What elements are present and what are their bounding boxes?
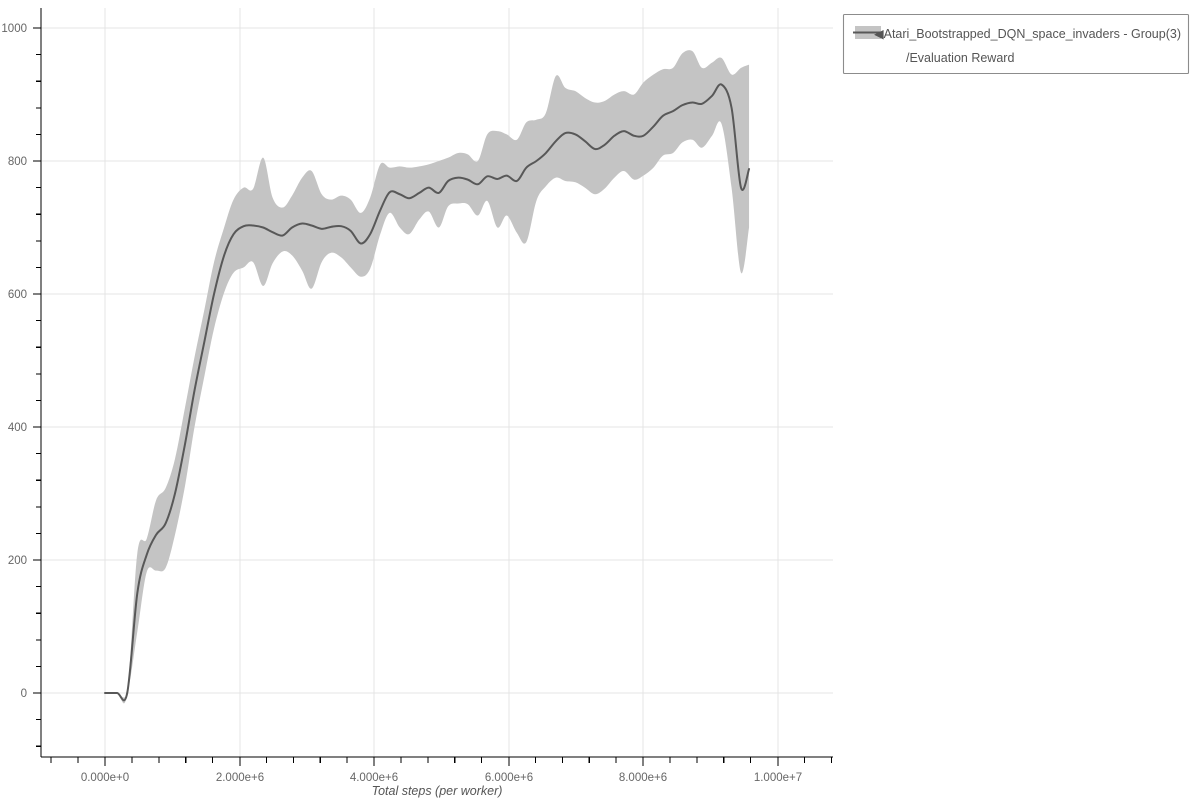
- mean-line: [104, 83, 751, 702]
- y-tick-label: 200: [8, 555, 27, 567]
- axis-spines: [40, 8, 833, 758]
- x-tick-label: 4.000e+6: [350, 772, 398, 784]
- x-tick-label: 0.000e+0: [81, 772, 129, 784]
- y-tick-label: 0: [21, 688, 27, 700]
- x-tick-label: 1.000e+7: [754, 772, 802, 784]
- grid-horizontal: [41, 27, 833, 694]
- confidence-band: [105, 50, 750, 704]
- x-tick-label: 8.000e+6: [619, 772, 667, 784]
- x-axis-title: Total steps (per worker): [372, 784, 503, 798]
- x-tick-label: 6.000e+6: [485, 772, 533, 784]
- legend-background: [842, 13, 1190, 75]
- y-tick-label: 1000: [1, 23, 27, 35]
- y-tick-label: 800: [8, 156, 27, 168]
- legend-swatch: [853, 26, 883, 39]
- legend-entry-line2[interactable]: /Evaluation Reward: [906, 51, 1014, 65]
- y-tick-label: 600: [8, 289, 27, 301]
- legend[interactable]: ◀Atari_Bootstrapped_DQN_space_invaders -…: [842, 13, 1190, 75]
- x-axis-tick-labels: 0.000e+0 2.000e+6 4.000e+6 6.000e+6 8.00…: [81, 772, 802, 784]
- y-tick-label: 400: [8, 422, 27, 434]
- series-group: [104, 50, 751, 704]
- y-axis-ticks: [33, 27, 41, 747]
- x-axis-ticks: [50, 757, 832, 766]
- x-tick-label: 2.000e+6: [216, 772, 264, 784]
- legend-entry-line1[interactable]: ◀Atari_Bootstrapped_DQN_space_invaders -…: [874, 27, 1181, 41]
- y-axis-tick-labels: 1000 800 600 400 200 0: [1, 23, 27, 700]
